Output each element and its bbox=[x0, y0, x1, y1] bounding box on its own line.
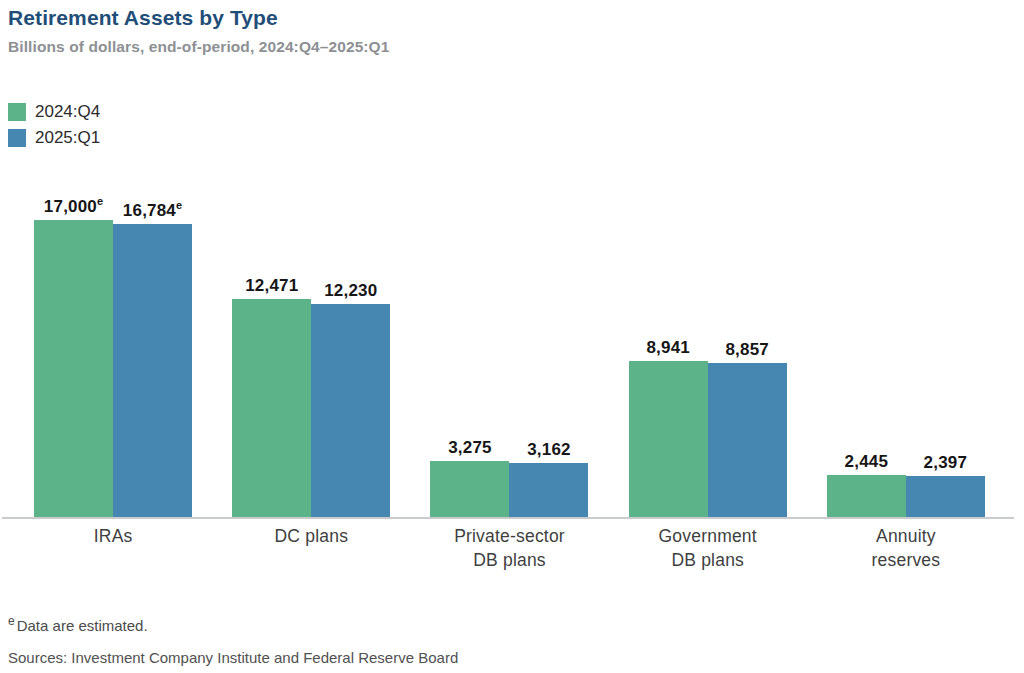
page-title: Retirement Assets by Type bbox=[8, 6, 278, 30]
bar-group-dc-plans: 12,47112,230 bbox=[212, 180, 410, 518]
legend-swatch-2025-q1 bbox=[8, 129, 26, 147]
bar-annuity-reserves-2025-q1: 2,397 bbox=[906, 476, 985, 518]
bar-value-label: 17,000e bbox=[44, 197, 104, 217]
category-label-iras: IRAs bbox=[14, 524, 212, 572]
legend-item-2025-q1: 2025:Q1 bbox=[8, 128, 100, 148]
retirement-assets-chart: Retirement Assets by Type Billions of do… bbox=[0, 0, 1024, 673]
bar-group-iras: 17,000e16,784e bbox=[14, 180, 212, 518]
legend-label: 2025:Q1 bbox=[35, 128, 100, 148]
bar-value-label: 3,162 bbox=[527, 440, 571, 460]
bar-value-label: 2,397 bbox=[924, 453, 968, 473]
bar-dc-plans-2024-q4: 12,471 bbox=[232, 299, 311, 518]
legend-item-2024-q4: 2024:Q4 bbox=[8, 102, 100, 122]
category-label-private-sector-db-plans: Private-sectorDB plans bbox=[410, 524, 608, 572]
category-label-annuity-reserves: Annuityreserves bbox=[807, 524, 1005, 572]
plot-area: 17,000e16,784e12,47112,2303,2753,1628,94… bbox=[14, 180, 1005, 518]
category-label-government-db-plans: GovernmentDB plans bbox=[609, 524, 807, 572]
bar-value-label: 12,471 bbox=[245, 276, 298, 296]
bar-value-label: 8,941 bbox=[646, 338, 690, 358]
legend-swatch-2024-q4 bbox=[8, 103, 26, 121]
bar-government-db-plans-2025-q1: 8,857 bbox=[708, 363, 787, 518]
estimated-marker: e bbox=[176, 199, 182, 211]
bar-value-label: 2,445 bbox=[845, 452, 889, 472]
legend-label: 2024:Q4 bbox=[35, 102, 100, 122]
estimated-footnote: eData are estimated. bbox=[8, 617, 148, 634]
bar-dc-plans-2025-q1: 12,230 bbox=[311, 304, 390, 518]
bar-group-annuity-reserves: 2,4452,397 bbox=[807, 180, 1005, 518]
bar-annuity-reserves-2024-q4: 2,445 bbox=[827, 475, 906, 518]
estimated-text: Data are estimated. bbox=[17, 617, 148, 634]
category-label-dc-plans: DC plans bbox=[212, 524, 410, 572]
bar-value-label: 8,857 bbox=[725, 340, 769, 360]
bar-government-db-plans-2024-q4: 8,941 bbox=[629, 361, 708, 518]
bar-group-government-db-plans: 8,9418,857 bbox=[609, 180, 807, 518]
bar-private-sector-db-plans-2025-q1: 3,162 bbox=[509, 463, 588, 518]
bar-value-label: 3,275 bbox=[448, 438, 492, 458]
bar-value-label: 12,230 bbox=[324, 281, 377, 301]
bar-private-sector-db-plans-2024-q4: 3,275 bbox=[430, 461, 509, 518]
bar-group-private-sector-db-plans: 3,2753,162 bbox=[410, 180, 608, 518]
sources-line: Sources: Investment Company Institute an… bbox=[8, 649, 458, 666]
chart-subtitle: Billions of dollars, end-of-period, 2024… bbox=[8, 38, 390, 56]
estimated-marker: e bbox=[8, 614, 15, 628]
category-labels: IRAsDC plansPrivate-sectorDB plansGovern… bbox=[14, 524, 1005, 572]
bar-iras-2024-q4: 17,000e bbox=[34, 220, 113, 518]
estimated-marker: e bbox=[97, 195, 103, 207]
legend: 2024:Q4 2025:Q1 bbox=[8, 102, 100, 154]
bar-value-label: 16,784e bbox=[123, 201, 183, 221]
bar-iras-2025-q1: 16,784e bbox=[113, 224, 192, 518]
x-axis-line bbox=[2, 517, 1014, 519]
